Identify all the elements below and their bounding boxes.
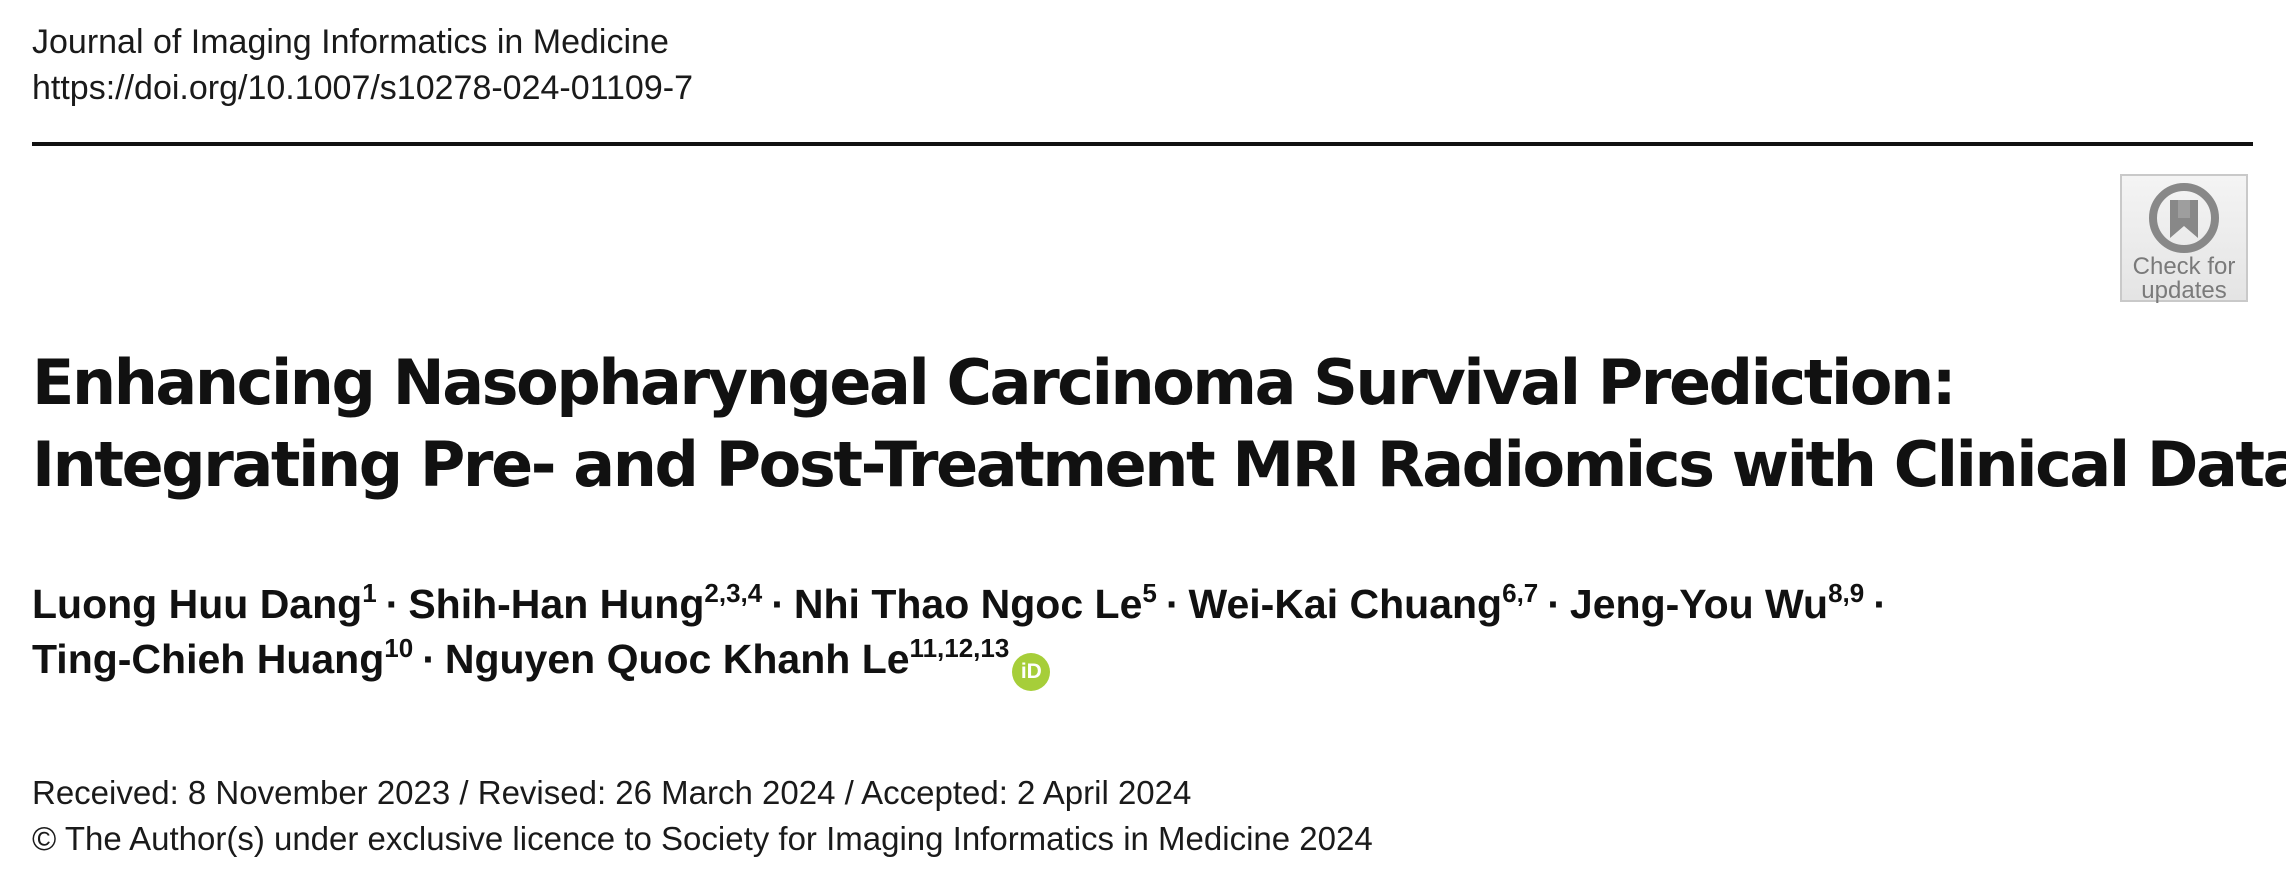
author-name[interactable]: Wei-Kai Chuang bbox=[1188, 581, 1503, 627]
author-name[interactable]: Nguyen Quoc Khanh Le bbox=[444, 636, 910, 682]
title-line-2: Integrating Pre- and Post-Treatment MRI … bbox=[32, 428, 2286, 501]
check-for-updates-line2: updates bbox=[2141, 277, 2227, 304]
author-affiliation: 11,12,13 bbox=[909, 633, 1010, 663]
author-list: Luong Huu Dang1 · Shih-Han Hung2,3,4 · Nhi T… bbox=[32, 577, 1896, 691]
doi-link[interactable]: https://doi.org/10.1007/s10278-024-01109… bbox=[32, 69, 693, 107]
author-affiliation: 1 bbox=[362, 578, 377, 608]
author-separator: · bbox=[1547, 581, 1561, 627]
author-affiliation: 5 bbox=[1142, 578, 1157, 608]
author-row-2: Ting-Chieh Huang10 · Nguyen Quoc Khanh Le1… bbox=[32, 632, 1896, 691]
received-revised-accepted-dates: Received: 8 November 2023 / Revised: 26 … bbox=[32, 774, 1192, 811]
journal-name: Journal of Imaging Informatics in Medici… bbox=[32, 23, 669, 61]
author-name[interactable]: Nhi Thao Ngoc Le bbox=[793, 581, 1143, 627]
author-separator: · bbox=[422, 636, 436, 682]
author-affiliation: 6,7 bbox=[1502, 578, 1539, 608]
author-affiliation: 8,9 bbox=[1828, 578, 1865, 608]
author-name[interactable]: Luong Huu Dang bbox=[32, 581, 363, 627]
author-row-1: Luong Huu Dang1 · Shih-Han Hung2,3,4 · Nhi T… bbox=[32, 577, 1896, 632]
author-separator: · bbox=[771, 581, 785, 627]
author-affiliation: 2,3,4 bbox=[704, 578, 763, 608]
title-line-1: Enhancing Nasopharyngeal Carcinoma Survi… bbox=[32, 346, 1957, 419]
author-separator: · bbox=[1165, 581, 1180, 627]
author-separator: · bbox=[385, 581, 400, 627]
author-affiliation: 10 bbox=[384, 633, 414, 663]
check-for-updates-badge[interactable]: Check for updates bbox=[2120, 174, 2248, 304]
orcid-icon[interactable]: iD bbox=[1012, 653, 1051, 691]
author-name[interactable]: Ting-Chieh Huang bbox=[32, 636, 385, 682]
author-name[interactable]: Jeng-You Wu bbox=[1569, 581, 1829, 627]
crossmark-icon bbox=[2149, 183, 2219, 253]
article-title: Enhancing Nasopharyngeal Carcinoma Survi… bbox=[32, 342, 2286, 506]
check-for-updates-line1: Check for bbox=[2132, 253, 2236, 280]
author-separator: · bbox=[1873, 581, 1887, 627]
article-history: Received: 8 November 2023 / Revised: 26 … bbox=[32, 770, 1373, 862]
header-rule bbox=[32, 142, 2253, 146]
copyright-notice: © The Author(s) under exclusive licence … bbox=[32, 820, 1373, 857]
author-name[interactable]: Shih-Han Hung bbox=[408, 581, 705, 627]
